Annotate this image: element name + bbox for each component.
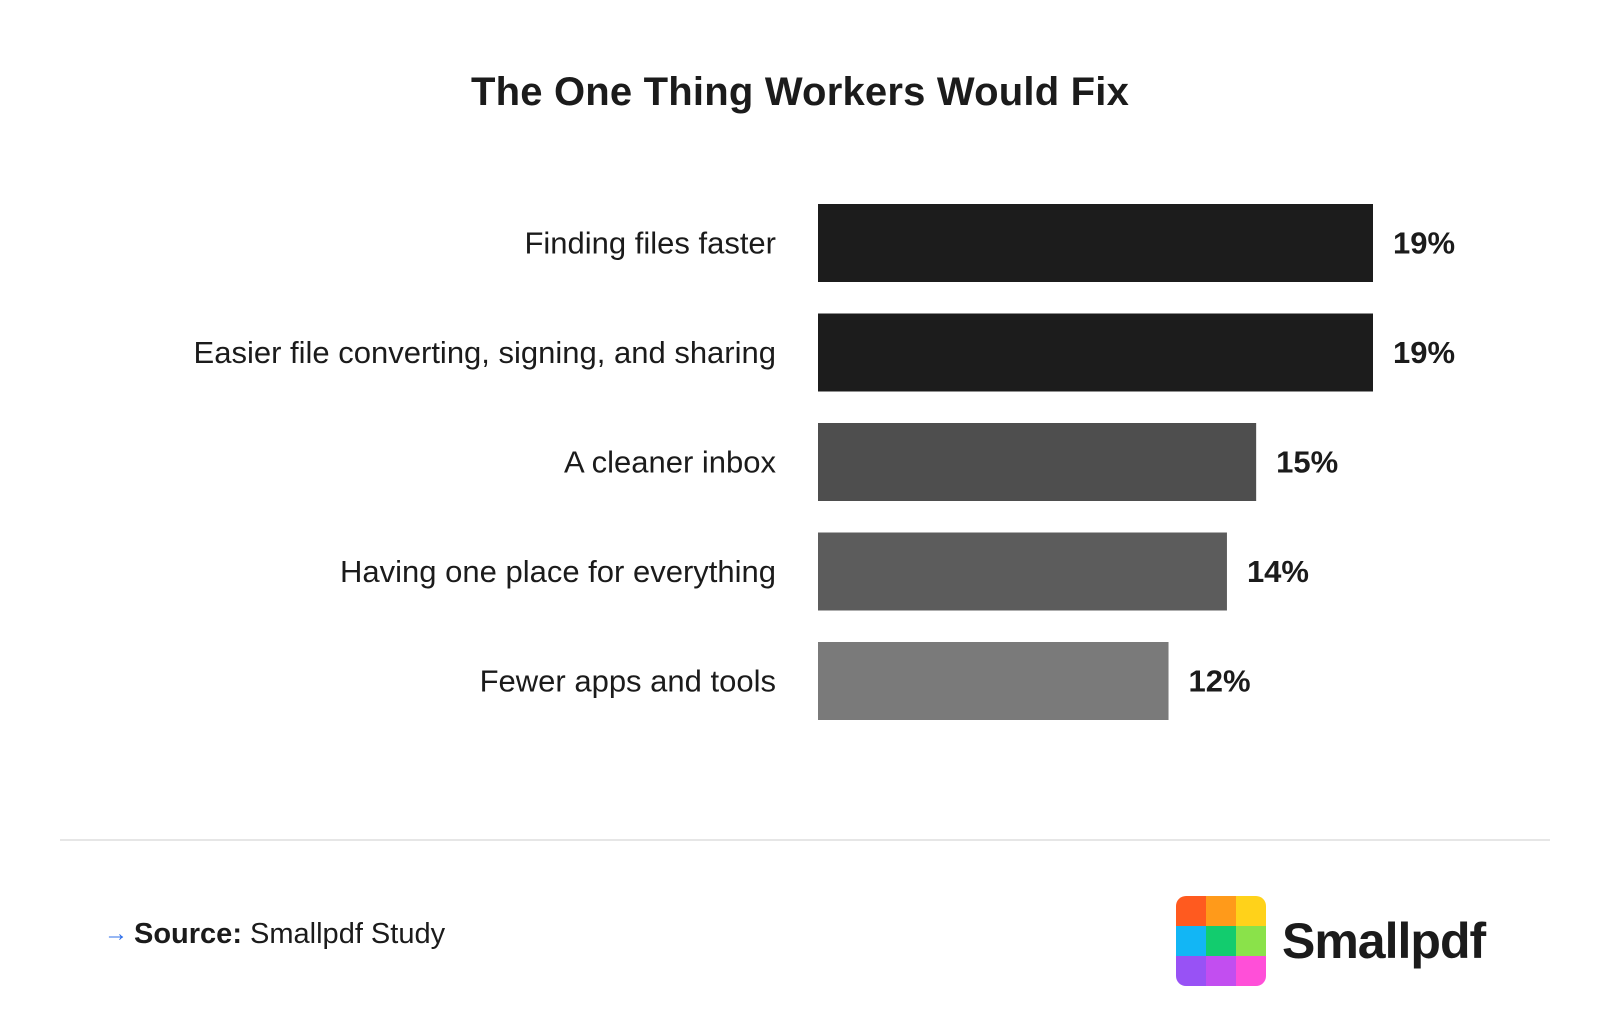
value-label-2: 19% (1393, 335, 1455, 370)
bar-1 (818, 204, 1373, 282)
bar-5 (818, 642, 1169, 720)
logo-square-3 (1236, 896, 1266, 926)
source-key: Source: (134, 918, 242, 950)
category-label-3: A cleaner inbox (564, 445, 776, 480)
source-note: → Source: Smallpdf Study (104, 918, 445, 951)
logo-square-1 (1176, 896, 1206, 926)
logo-square-2 (1206, 896, 1236, 926)
bar-2 (818, 313, 1373, 392)
bar-3 (818, 423, 1257, 501)
category-label-2: Easier file converting, signing, and sha… (194, 335, 776, 370)
logo-square-6 (1236, 926, 1266, 956)
value-label-3: 15% (1276, 445, 1338, 480)
bars-layer: Finding files faster 19% Easier file conve… (194, 204, 1455, 720)
value-label-1: 19% (1393, 226, 1455, 261)
bar-4 (818, 532, 1227, 611)
smallpdf-logo-icon (1176, 896, 1266, 986)
category-label-5: Fewer apps and tools (480, 664, 776, 699)
source-value: Smallpdf Study (250, 918, 446, 950)
bar-chart: Finding files faster 19% Easier file conve… (194, 204, 1455, 720)
arrow-right-icon: → (104, 920, 128, 947)
logo-square-8 (1206, 956, 1236, 986)
logo-square-4 (1176, 926, 1206, 956)
category-label-1: Finding files faster (524, 226, 776, 261)
chart-title: The One Thing Workers Would Fix (470, 70, 1130, 114)
logo-wordmark: Smallpdf (1282, 913, 1486, 969)
brand-logo: Smallpdf (1176, 895, 1486, 987)
logo-square-9 (1236, 956, 1266, 986)
category-label-4: Having one place for everything (340, 554, 776, 589)
logo-square-7 (1176, 956, 1206, 986)
value-label-4: 14% (1247, 554, 1309, 589)
footer-divider (60, 839, 1550, 841)
value-label-5: 12% (1189, 664, 1251, 699)
logo-square-5 (1206, 926, 1236, 956)
